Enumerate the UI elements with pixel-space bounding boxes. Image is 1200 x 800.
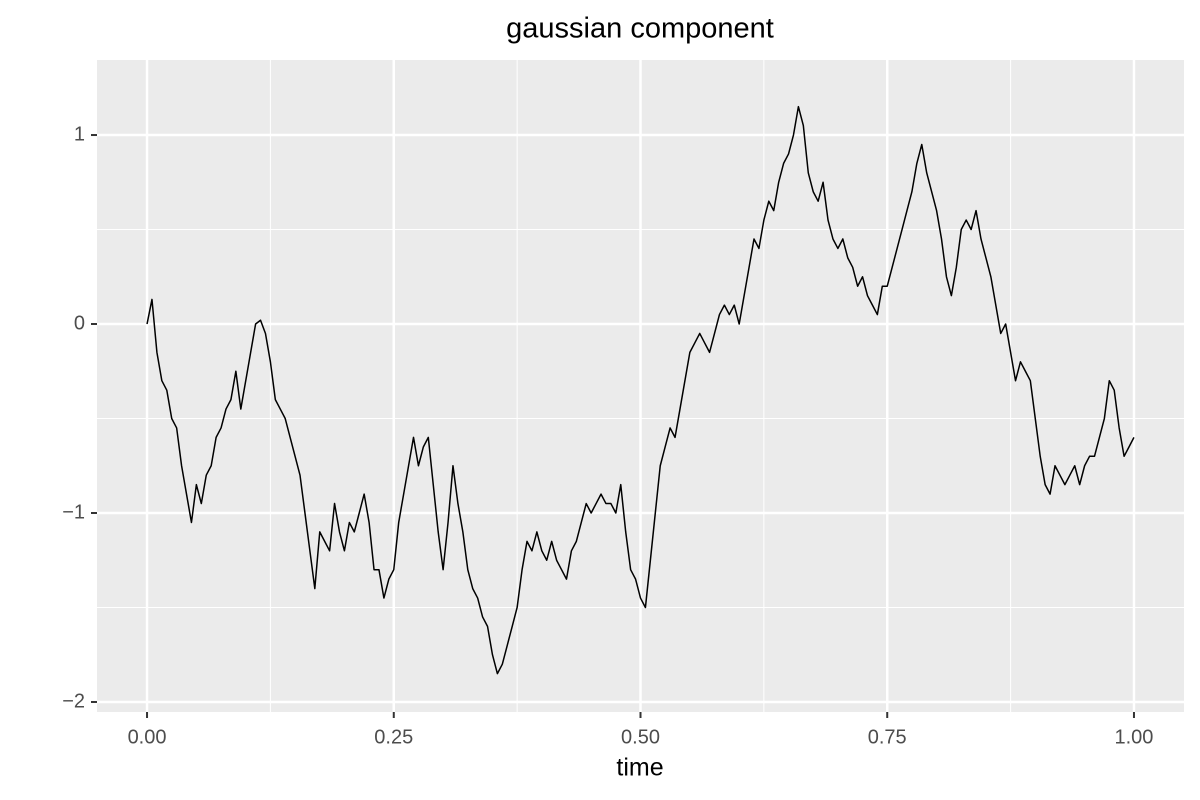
y-tick-label: −2 (62, 690, 85, 712)
y-tick-label: 1 (74, 123, 85, 145)
x-axis-label: time (616, 754, 663, 782)
series-line (146, 105, 1135, 675)
chart-title: gaussian component (506, 13, 774, 45)
x-tick-label: 0.25 (374, 726, 413, 748)
x-tick-label: 1.00 (1114, 726, 1153, 748)
y-tick-label: 0 (74, 312, 85, 334)
x-tick-label: 0.00 (128, 726, 167, 748)
x-tick-label: 0.50 (621, 726, 660, 748)
x-tick-label: 0.75 (868, 726, 907, 748)
y-tick-label: −1 (62, 501, 85, 523)
